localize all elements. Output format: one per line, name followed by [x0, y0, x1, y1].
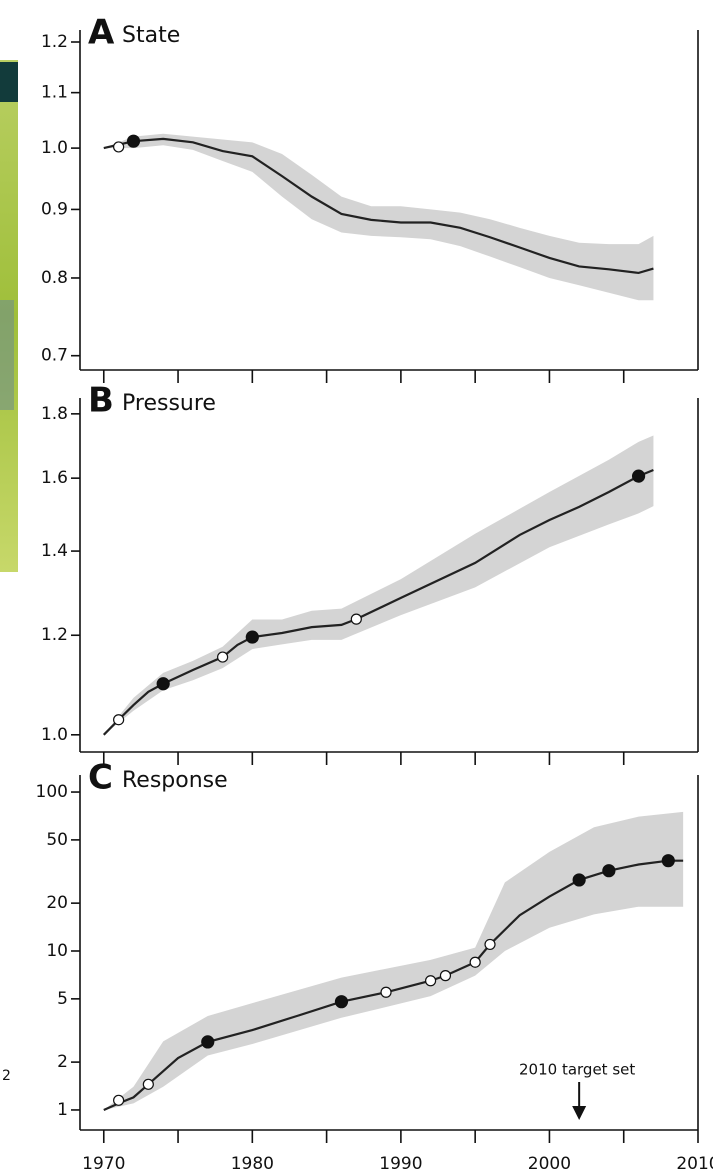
- data-point: [631, 469, 646, 483]
- y-tick-label: 50: [46, 830, 68, 850]
- data-point: [380, 986, 392, 998]
- x-tick-label: 2010: [676, 1154, 713, 1174]
- y-tick-label: 0.9: [41, 199, 68, 219]
- y-tick-label: 20: [46, 893, 68, 913]
- data-point: [572, 873, 586, 887]
- data-point: [439, 970, 452, 982]
- confidence-band: [103, 133, 654, 301]
- sidebar-banner: [0, 62, 18, 102]
- data-point: [245, 630, 259, 644]
- sidebar-image-detail: [0, 300, 14, 410]
- data-point: [156, 677, 170, 691]
- data-point: [484, 938, 496, 951]
- x-tick-label: 1980: [231, 1154, 274, 1174]
- panel-title: Pressure: [122, 391, 216, 416]
- y-tick-label: 1.1: [41, 83, 68, 103]
- data-point: [602, 864, 616, 878]
- y-tick-label: 1.8: [41, 404, 68, 424]
- x-tick-label: 1990: [379, 1154, 422, 1174]
- y-tick-label: 1.4: [41, 541, 68, 561]
- y-tick-label: 2: [57, 1052, 68, 1072]
- data-point: [334, 995, 349, 1009]
- confidence-band: [103, 811, 684, 1110]
- y-tick-label: 5: [57, 989, 68, 1009]
- trend-line: [102, 469, 654, 736]
- confidence-band: [103, 435, 654, 735]
- y-tick-label: 0.7: [41, 346, 68, 366]
- data-point: [126, 134, 141, 148]
- x-tick-label: 1970: [82, 1154, 125, 1174]
- y-tick-label: 10: [46, 941, 68, 961]
- y-tick-label: 1: [57, 1100, 68, 1120]
- panel-label: A: [88, 13, 115, 53]
- annotation-arrowhead: [572, 1106, 587, 1120]
- panel-title: State: [122, 23, 180, 48]
- data-point: [201, 1035, 215, 1049]
- data-point: [113, 1094, 125, 1106]
- x-tick-label: 2000: [528, 1154, 571, 1174]
- panel-label: B: [88, 381, 114, 421]
- data-point: [661, 854, 675, 868]
- y-tick-label: 1.0: [41, 138, 68, 158]
- y-tick-label: 1.2: [41, 32, 68, 52]
- y-tick-label: 0.8: [41, 268, 68, 288]
- data-point: [113, 141, 125, 153]
- sidebar-text: 2: [2, 1068, 11, 1084]
- y-tick-label: 100: [36, 782, 68, 802]
- data-point: [424, 975, 437, 987]
- data-point: [113, 714, 125, 726]
- y-tick-label: 1.6: [41, 468, 68, 488]
- data-point: [217, 651, 229, 663]
- panel-label: C: [88, 758, 113, 798]
- panel-title: Response: [122, 768, 228, 793]
- data-point: [350, 613, 362, 625]
- y-tick-label: 1.0: [41, 725, 68, 745]
- data-point: [469, 956, 481, 968]
- annotation-text: 2010 target set: [519, 1061, 635, 1079]
- data-point: [142, 1078, 154, 1090]
- trend-line: [103, 137, 654, 275]
- y-tick-label: 1.2: [41, 625, 68, 645]
